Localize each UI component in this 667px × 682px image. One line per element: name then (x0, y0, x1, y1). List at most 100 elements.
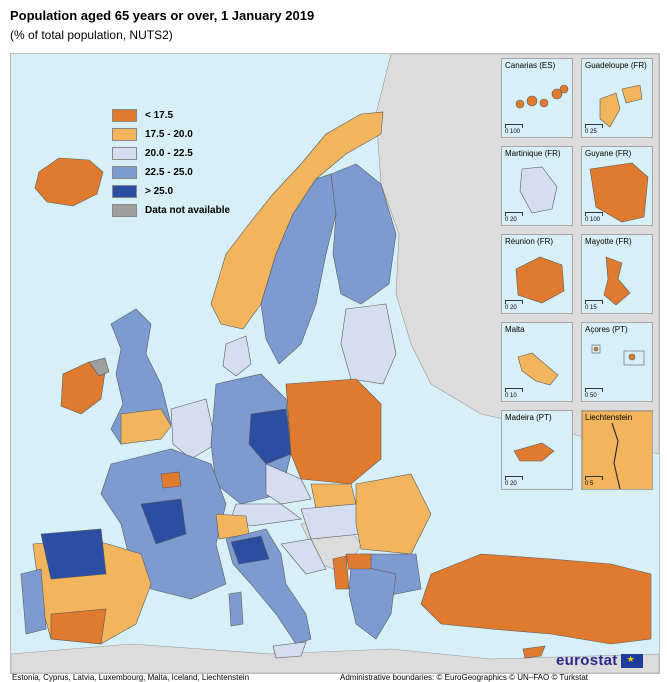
scale-label: 0 10 (505, 393, 517, 399)
hungary (300, 503, 362, 540)
north-africa (11, 643, 659, 673)
scale-bar: 0 15 (585, 300, 603, 311)
croatia (280, 538, 327, 575)
map-title: Population aged 65 years or over, 1 Janu… (10, 8, 315, 23)
inset-shape (515, 256, 565, 304)
legend-swatch (112, 204, 137, 217)
inset-map: Açores (PT) 0 50 (581, 322, 653, 402)
inset-shape (591, 344, 645, 366)
legend-swatch (112, 147, 137, 160)
benelux (170, 398, 217, 460)
inset-map: Mayotte (FR) 0 15 (581, 234, 653, 314)
scale-bar: 0 50 (585, 388, 603, 399)
scale-label: 0 100 (585, 217, 601, 223)
inset-label: Martinique (FR) (505, 149, 561, 158)
cyprus (522, 645, 546, 659)
map-subtitle: (% of total population, NUTS2) (10, 28, 173, 42)
finland (330, 163, 397, 305)
inset-label: Madeira (PT) (505, 413, 552, 422)
credits: Administrative boundaries: © EuroGeograp… (340, 673, 589, 682)
inset-shape (589, 162, 649, 223)
scale-bar: 0 20 (505, 212, 523, 223)
inset-shape (603, 256, 631, 306)
inset-shape (519, 166, 558, 214)
inset-shape (515, 84, 569, 109)
spain-south (50, 608, 107, 645)
inset-map: Madeira (PT) 0 20 (501, 410, 573, 490)
legend-label: 22.5 - 25.0 (145, 167, 193, 178)
inset-shape (517, 352, 559, 386)
spain-northwest (40, 528, 107, 580)
eurostat-logo: eurostat (556, 652, 643, 669)
footnote: Estonia, Cyprus, Latvia, Luxembourg, Mal… (12, 673, 250, 682)
inset-label: Guyane (FR) (585, 149, 632, 158)
sardinia (228, 591, 244, 627)
scale-label: 0 5 (585, 481, 594, 487)
inset-map: Guyane (FR) 0 100 (581, 146, 653, 226)
legend-swatch (112, 185, 137, 198)
romania (355, 473, 432, 555)
inset-label: Guadeloupe (FR) (585, 61, 647, 70)
legend-item: Data not available (112, 201, 252, 220)
inset-map: Liechtenstein 0 5 (581, 410, 653, 490)
scale-label: 0 20 (505, 217, 517, 223)
inset-label: Malta (505, 325, 525, 334)
iceland (34, 157, 104, 207)
norway (210, 111, 384, 330)
portugal (20, 568, 47, 635)
scale-label: 0 20 (505, 481, 517, 487)
inset-map: Guadeloupe (FR) 0 25 (581, 58, 653, 138)
inset-label: Liechtenstein (585, 413, 633, 422)
inset-map: Malta 0 10 (501, 322, 573, 402)
inset-label: Canarias (ES) (505, 61, 556, 70)
legend-item: 20.0 - 22.5 (112, 144, 252, 163)
legend-label: Data not available (145, 205, 231, 216)
inset-shape (513, 442, 555, 462)
legend-item: 17.5 - 20.0 (112, 125, 252, 144)
scale-label: 0 20 (505, 305, 517, 311)
denmark (222, 335, 252, 377)
scale-bar: 0 5 (585, 476, 603, 487)
legend-label: > 25.0 (145, 186, 174, 197)
inset-shape (599, 84, 643, 128)
scale-label: 0 15 (585, 305, 597, 311)
scale-bar: 0 100 (585, 212, 603, 223)
turkey (420, 553, 652, 645)
legend-item: < 17.5 (112, 106, 252, 125)
legend-swatch (112, 128, 137, 141)
northern-ireland (88, 357, 110, 377)
sweden (260, 173, 337, 365)
scale-bar: 0 20 (505, 476, 523, 487)
scale-label: 0 100 (505, 129, 521, 135)
north-macedonia (345, 553, 372, 570)
logo-text: eurostat (556, 652, 618, 669)
legend-label: < 17.5 (145, 110, 174, 121)
greece (348, 563, 397, 640)
map-legend: < 17.5 17.5 - 20.0 20.0 - 22.5 22.5 - 25.0 >… (112, 106, 252, 220)
inset-map: Réunion (FR) 0 20 (501, 234, 573, 314)
legend-swatch (112, 109, 137, 122)
scale-bar: 0 25 (585, 124, 603, 135)
legend-swatch (112, 166, 137, 179)
legend-item: > 25.0 (112, 182, 252, 201)
inset-map: Canarias (ES) 0 100 (501, 58, 573, 138)
eu-flag-icon (620, 653, 643, 668)
scale-bar: 0 100 (505, 124, 523, 135)
france-central (140, 498, 187, 545)
inset-label: Açores (PT) (585, 325, 628, 334)
scale-label: 0 25 (585, 129, 597, 135)
legend-label: 17.5 - 20.0 (145, 129, 193, 140)
inset-map: Martinique (FR) 0 20 (501, 146, 573, 226)
scale-label: 0 50 (585, 393, 597, 399)
germany-east (248, 408, 292, 465)
italy-north (230, 535, 270, 565)
scale-bar: 0 10 (505, 388, 523, 399)
czechia (265, 463, 312, 505)
england-south (120, 408, 172, 445)
legend-item: 22.5 - 25.0 (112, 163, 252, 182)
sicily (272, 641, 307, 659)
inset-label: Réunion (FR) (505, 237, 554, 246)
scale-bar: 0 20 (505, 300, 523, 311)
paris-region (160, 471, 182, 489)
inset-label: Mayotte (FR) (585, 237, 632, 246)
